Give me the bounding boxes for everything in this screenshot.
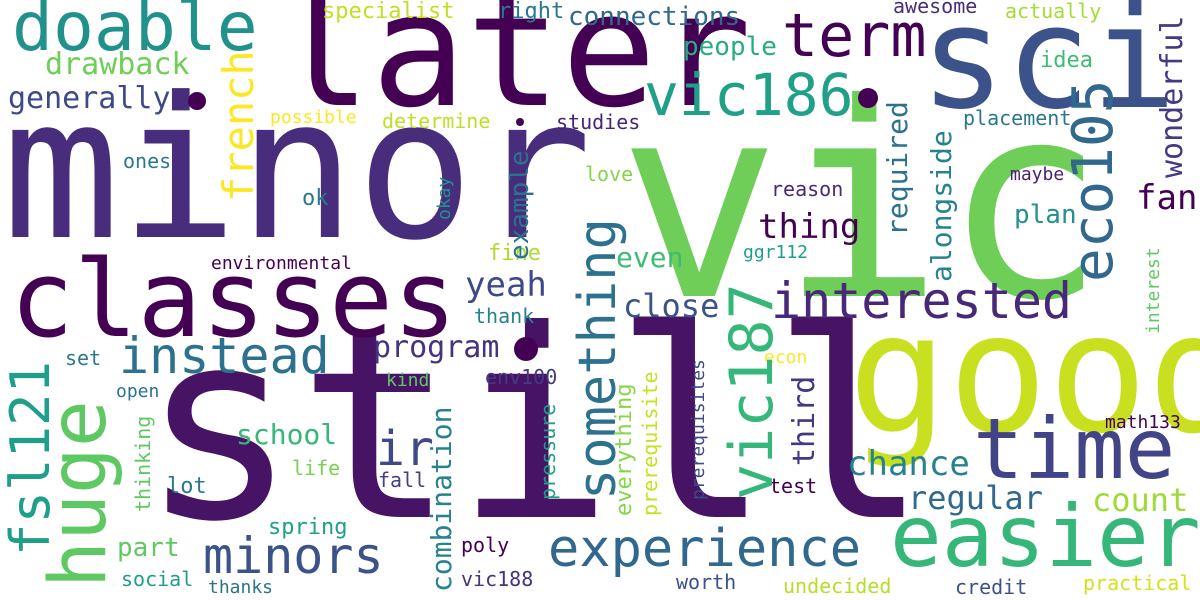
word-fsl121: fsl121	[0, 360, 62, 556]
word-chance: chance	[847, 444, 970, 484]
word-env100: env100	[485, 365, 558, 389]
word-fine: fine	[488, 241, 541, 266]
word-vic188: vic188	[461, 567, 534, 591]
word-eco105: eco105	[1061, 79, 1126, 282]
word-poly: poly	[461, 533, 510, 557]
word-regular: regular	[908, 479, 1043, 517]
word-reason: reason	[771, 177, 844, 201]
word-drawback: drawback	[45, 47, 190, 82]
word-environmental: environmental	[211, 253, 352, 274]
word-vic: vic	[618, 45, 1106, 360]
word-french: french	[214, 50, 263, 202]
word-fan: fan	[1136, 178, 1198, 218]
word-minors: minors	[203, 527, 384, 585]
word-time: time	[973, 400, 1176, 498]
word-classes: classes	[10, 238, 457, 361]
word-thing: thing	[758, 207, 861, 247]
word-even: even	[616, 241, 684, 274]
word-ok: ok	[302, 186, 329, 211]
word-open: open	[116, 381, 160, 402]
word-thinking: thinking	[131, 415, 155, 512]
word-count: count	[1092, 481, 1189, 519]
word-test: test	[769, 474, 818, 498]
dot-2	[858, 88, 878, 108]
word-spring: spring	[268, 515, 348, 540]
word-pressure: pressure	[536, 403, 560, 500]
word-example: example	[505, 150, 535, 260]
word-wonderful: wonderful	[1155, 15, 1190, 178]
word-undecided: undecided	[783, 574, 892, 598]
word-sci: sci	[920, 0, 1177, 141]
word-worth: worth	[676, 570, 737, 594]
word-maybe: maybe	[1010, 164, 1065, 185]
word-ir: ir	[376, 421, 434, 477]
word-credit: credit	[955, 575, 1028, 599]
word-later: later	[276, 0, 752, 143]
word-practical: practical	[1083, 571, 1192, 595]
word-good: good	[848, 278, 1200, 471]
word-people: people	[683, 32, 777, 62]
word-love: love	[585, 162, 634, 186]
word-social: social	[121, 567, 194, 591]
word-idea: idea	[1040, 48, 1093, 73]
word-placement: placement	[963, 106, 1072, 130]
dot-1	[188, 92, 206, 110]
word-studies: studies	[556, 110, 641, 134]
word-fall: fall	[378, 468, 427, 492]
word-awesome: awesome	[893, 0, 978, 18]
word-still: still	[140, 274, 929, 579]
word-okay: okay	[434, 176, 455, 220]
word-term: term	[782, 1, 927, 71]
word-yeah: yeah	[465, 265, 547, 305]
word-part: part	[117, 533, 180, 563]
word-instead: instead	[119, 327, 330, 385]
word-school: school	[236, 418, 338, 451]
word-easier: easier	[890, 487, 1200, 587]
word-determine: determine	[382, 109, 491, 133]
word-vic186: vic186	[644, 61, 854, 129]
dot-3	[514, 337, 538, 361]
word-close: close	[623, 287, 720, 325]
word-kind: kind	[386, 370, 430, 391]
word-specialist: specialist	[322, 0, 455, 24]
word-actually: actually	[1005, 0, 1102, 23]
word-doable: doable	[12, 0, 258, 67]
word-life: life	[292, 456, 341, 480]
dot-4	[516, 118, 524, 126]
word-minor: minor	[2, 56, 593, 284]
word-ones: ones	[123, 149, 172, 173]
word-third: third	[787, 375, 822, 466]
word-ggr112: ggr112	[743, 242, 809, 263]
word-alongside: alongside	[925, 130, 958, 282]
word-experience: experience	[548, 519, 862, 579]
word-interested: interested	[771, 272, 1073, 330]
word-thank: thank	[474, 304, 535, 328]
word-interest: interest	[1143, 247, 1164, 334]
word-required: required	[881, 101, 914, 236]
word-econ: econ	[764, 347, 808, 368]
word-set: set	[65, 346, 102, 370]
word-math133: math133	[1105, 412, 1181, 433]
word-generally: generally	[8, 81, 171, 116]
word-vic187: vic187	[717, 283, 787, 500]
word-plan: plan	[1014, 200, 1077, 230]
word-lot: lot	[167, 474, 207, 499]
word-connections: connections	[568, 2, 741, 32]
word-right: right	[498, 0, 565, 24]
word-combination: combination	[425, 406, 458, 592]
word-everything: everything	[612, 383, 637, 516]
word-program: program	[373, 330, 500, 365]
word-possible: possible	[270, 107, 357, 128]
word-prerequisites: prerequisites	[688, 359, 709, 500]
word-thanks: thanks	[208, 577, 274, 598]
word-prerequisite: prerequisite	[638, 371, 662, 517]
